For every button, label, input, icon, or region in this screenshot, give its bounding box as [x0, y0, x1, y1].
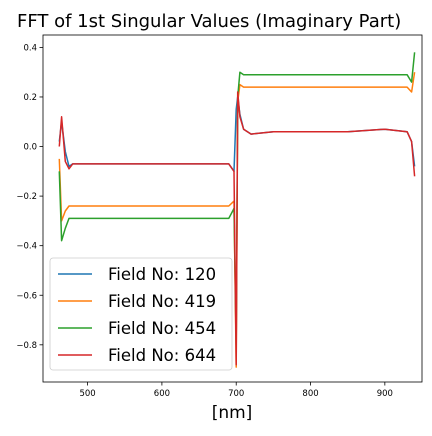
legend-label: Field No: 419 — [108, 292, 216, 311]
y-tick-label: −0.8 — [16, 341, 37, 351]
x-tick-label: 700 — [228, 389, 244, 399]
legend-label: Field No: 454 — [108, 319, 216, 338]
y-tick-label: −0.4 — [16, 242, 37, 252]
series-line-4 — [58, 91, 416, 366]
y-tick-label: −0.6 — [16, 291, 37, 301]
legend-label: Field No: 644 — [108, 346, 216, 365]
x-tick-label: 500 — [79, 389, 95, 399]
legend: Field No: 120 Field No: 419 Field No: 454 F… — [49, 257, 233, 371]
x-tick-label: 600 — [154, 389, 170, 399]
series-group — [58, 52, 416, 368]
chart-title: FFT of 1st Singular Values (Imaginary Pa… — [17, 11, 401, 32]
y-tick-label: 0.4 — [23, 43, 37, 53]
x-tick-label: 900 — [377, 389, 393, 399]
x-tick-label: 800 — [302, 389, 318, 399]
y-tick-label: 0.0 — [23, 143, 37, 153]
y-tick-label: 0.2 — [23, 93, 37, 103]
y-tick-label: −0.2 — [16, 192, 37, 202]
legend-label: Field No: 120 — [108, 265, 216, 284]
plot-frame — [42, 34, 423, 383]
axes: 500 600 700 800 900 −0.8 −0.6 −0.4 −0.2 0.0 0.2 0.4 — [16, 34, 423, 399]
legend-box — [49, 257, 233, 371]
x-axis-label: [nm] — [212, 403, 253, 423]
series-line-2 — [58, 72, 416, 368]
